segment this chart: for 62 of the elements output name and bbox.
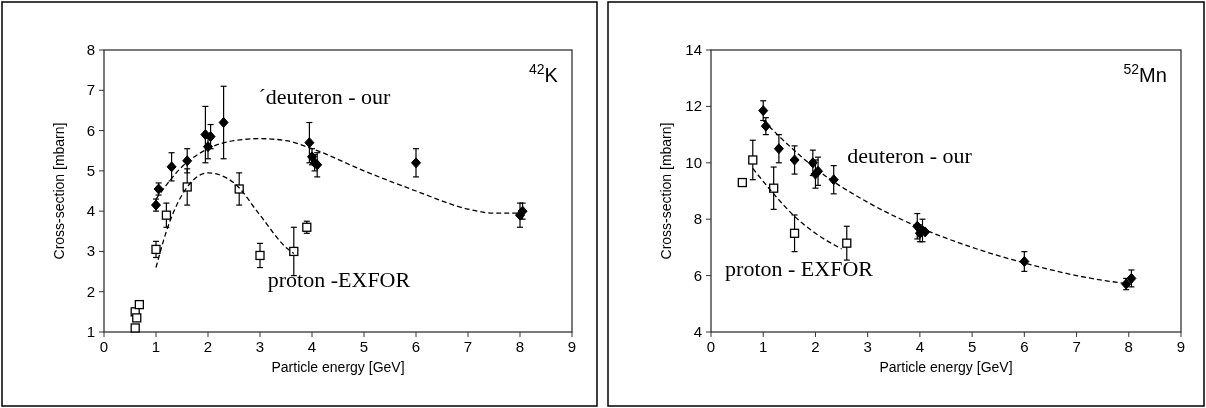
point bbox=[789, 228, 800, 238]
y-tick-label: 7 bbox=[86, 81, 95, 99]
y-axis-title: Cross-section [mbarn] bbox=[51, 122, 67, 260]
y-tick-label: 6 bbox=[86, 121, 95, 139]
point bbox=[130, 323, 140, 333]
x-tick-label: 0 bbox=[706, 338, 716, 355]
y-tick-label: 14 bbox=[685, 41, 702, 58]
series-label: proton - EXFOR bbox=[725, 255, 874, 281]
point bbox=[842, 238, 852, 248]
point bbox=[828, 174, 839, 186]
x-tick-label: 3 bbox=[255, 338, 265, 355]
point bbox=[1019, 256, 1030, 267]
x-tick-label: 2 bbox=[811, 338, 820, 355]
x-tick-label: 8 bbox=[515, 338, 525, 355]
point bbox=[166, 161, 177, 173]
y-tick-label: 12 bbox=[685, 97, 702, 115]
point bbox=[1126, 272, 1137, 284]
x-tick-label: 7 bbox=[463, 338, 473, 355]
y-tick-label: 2 bbox=[86, 282, 95, 300]
y-tick-label: 4 bbox=[693, 323, 702, 340]
x-tick-label: 3 bbox=[863, 338, 872, 355]
point bbox=[255, 250, 265, 261]
x-axis-title: Particle energy [GeV] bbox=[271, 359, 405, 375]
series-label: deuteron - our bbox=[847, 142, 973, 168]
x-tick-label: 5 bbox=[967, 338, 977, 355]
x-tick-label: 7 bbox=[1072, 338, 1081, 355]
y-tick-label: 8 bbox=[693, 210, 702, 228]
point bbox=[789, 154, 800, 166]
point bbox=[748, 155, 758, 165]
x-axis-title: Particle energy [GeV] bbox=[879, 359, 1013, 375]
point bbox=[218, 117, 229, 129]
point bbox=[161, 210, 172, 220]
x-tick-label: 5 bbox=[359, 338, 369, 355]
y-tick-label: 3 bbox=[86, 242, 95, 260]
y-tick-label: 4 bbox=[86, 202, 95, 220]
y-tick-label: 5 bbox=[86, 161, 95, 179]
point bbox=[151, 244, 161, 255]
x-tick-label: 2 bbox=[203, 338, 213, 355]
x-tick-label: 9 bbox=[567, 338, 577, 355]
x-tick-label: 1 bbox=[151, 338, 161, 355]
y-tick-label: 6 bbox=[693, 266, 702, 284]
point bbox=[773, 143, 784, 155]
y-tick-label: 1 bbox=[86, 323, 95, 340]
x-tick-label: 9 bbox=[1176, 338, 1186, 355]
x-tick-label: 1 bbox=[759, 338, 768, 355]
x-tick-label: 4 bbox=[307, 338, 317, 355]
series-label: ´deuteron - our bbox=[258, 83, 392, 109]
point bbox=[737, 177, 747, 188]
annotation: $^{52}$Mn bbox=[1123, 60, 1167, 86]
y-axis-title: Cross-section [mbarn] bbox=[658, 122, 674, 260]
x-tick-label: 6 bbox=[1020, 338, 1029, 355]
point bbox=[134, 299, 145, 310]
point bbox=[411, 157, 421, 169]
x-tick-label: 6 bbox=[411, 338, 421, 355]
y-tick-label: 10 bbox=[685, 153, 702, 171]
x-tick-label: 0 bbox=[99, 338, 109, 355]
x-tick-label: 4 bbox=[915, 338, 925, 355]
point bbox=[132, 313, 142, 323]
series-label: proton -EXFOR bbox=[267, 266, 411, 292]
annotation: $^{42}$K bbox=[529, 60, 559, 86]
y-tick-label: 8 bbox=[86, 41, 95, 58]
x-tick-label: 8 bbox=[1124, 338, 1133, 355]
